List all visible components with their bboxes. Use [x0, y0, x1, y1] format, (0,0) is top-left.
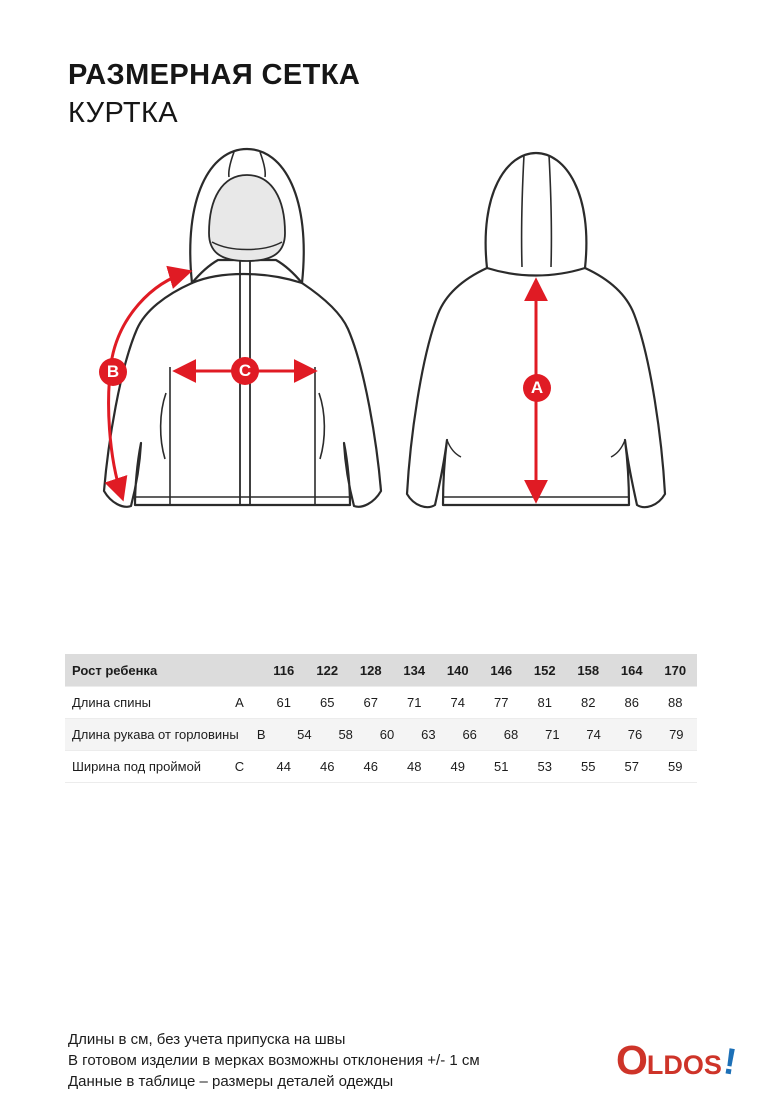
- value-cell: 57: [624, 759, 639, 774]
- jacket-front-drawing: [102, 147, 383, 508]
- value-cell: 49: [450, 759, 465, 774]
- value-cell: 74: [450, 695, 465, 710]
- value-cell: 68: [503, 727, 519, 742]
- footnote-line: Данные в таблице – размеры деталей одежд…: [68, 1073, 394, 1090]
- jacket-back-drawing: [405, 151, 667, 509]
- value-cell: 86: [624, 695, 639, 710]
- size-header-cell: 164: [620, 662, 643, 678]
- row-letter: C: [234, 759, 245, 774]
- size-table: Рост ребенка 116 122 128 134 140 146 152 158 164 1…: [65, 654, 697, 783]
- table-row: Длина рукава от горловины B 54 58 60 63 66 68 71…: [65, 718, 697, 750]
- size-header-cell: 152: [533, 662, 556, 678]
- value-cell: 53: [537, 759, 552, 774]
- row-label: Длина спины: [72, 695, 151, 710]
- brand-logo: O LDOS!: [616, 1037, 740, 1083]
- marker-badge-b: B: [99, 358, 127, 386]
- value-cell: 74: [586, 727, 601, 742]
- row-label: Длина рукава от горловины: [72, 727, 239, 742]
- value-cell: 71: [407, 695, 422, 710]
- size-header-cell: 146: [490, 662, 513, 678]
- value-cell: 60: [379, 727, 395, 742]
- marker-badge-a: A: [523, 374, 551, 402]
- front-pocket-right: [318, 392, 326, 460]
- table-row: Длина спины A 61 65 67 71 74 77 81 82 86 88: [65, 686, 697, 718]
- page-title: РАЗМЕРНАЯ СЕТКА: [68, 59, 361, 91]
- value-cell: 79: [669, 727, 684, 742]
- page-subtitle: КУРТКА: [68, 97, 179, 129]
- value-cell: 63: [421, 727, 436, 742]
- front-body-outline: [102, 272, 383, 508]
- table-row: Ширина под проймой C 44 46 46 48 49 51 53 55 57 59: [65, 750, 697, 782]
- value-cell: 61: [276, 695, 291, 710]
- size-header-cell: 134: [403, 662, 426, 678]
- back-hood: [484, 151, 588, 277]
- value-cell: 55: [581, 759, 596, 774]
- value-cell: 54: [297, 727, 312, 742]
- header-label: Рост ребенка: [72, 662, 158, 678]
- value-cell: 59: [668, 759, 683, 774]
- value-cell: 82: [581, 695, 596, 710]
- size-header-cell: 170: [664, 662, 687, 678]
- value-cell: 81: [537, 695, 552, 710]
- value-cell: 44: [276, 759, 291, 774]
- size-header-cell: 158: [577, 662, 600, 678]
- measurement-diagram: B C A: [60, 140, 720, 540]
- row-letter: A: [235, 695, 244, 710]
- footnote-line: В готовом изделии в мерках возможны откл…: [68, 1052, 480, 1069]
- value-cell: 88: [668, 695, 683, 710]
- size-header-cell: 128: [359, 662, 382, 678]
- logo-letter-o: O: [616, 1037, 648, 1083]
- front-hood-opening: [208, 174, 286, 262]
- front-chin-line: [211, 241, 283, 251]
- back-hood-seams: [520, 154, 553, 268]
- footnotes: Длины в см, без учета припуска на швы В …: [68, 1029, 480, 1092]
- value-cell: 77: [494, 695, 509, 710]
- value-cell: 51: [494, 759, 509, 774]
- value-cell: 58: [338, 727, 353, 742]
- size-header-cell: 140: [446, 662, 469, 678]
- value-cell: 65: [320, 695, 335, 710]
- value-cell: 46: [320, 759, 335, 774]
- value-cell: 46: [363, 759, 378, 774]
- marker-badge-c: C: [231, 357, 259, 385]
- value-cell: 48: [407, 759, 422, 774]
- size-header-cell: 116: [273, 662, 295, 678]
- row-letter: B: [256, 727, 266, 742]
- value-cell: 66: [462, 727, 477, 742]
- table-header-row: Рост ребенка 116 122 128 134 140 146 152 158 164 1…: [65, 654, 697, 686]
- size-header-cell: 122: [316, 662, 339, 678]
- logo-letters-ldos: LDOS: [646, 1050, 722, 1080]
- row-label: Ширина под проймой: [72, 759, 202, 774]
- value-cell: 71: [545, 727, 560, 742]
- value-cell: 76: [627, 727, 643, 742]
- value-cell: 67: [363, 695, 378, 710]
- title-block: РАЗМЕРНАЯ СЕТКА КУРТКА: [68, 56, 360, 132]
- front-hood-seams: [227, 151, 267, 178]
- back-underarm-seams: [446, 439, 626, 458]
- footnote-line: Длины в см, без учета припуска на швы: [68, 1031, 346, 1048]
- logo-exclamation: !: [720, 1040, 740, 1083]
